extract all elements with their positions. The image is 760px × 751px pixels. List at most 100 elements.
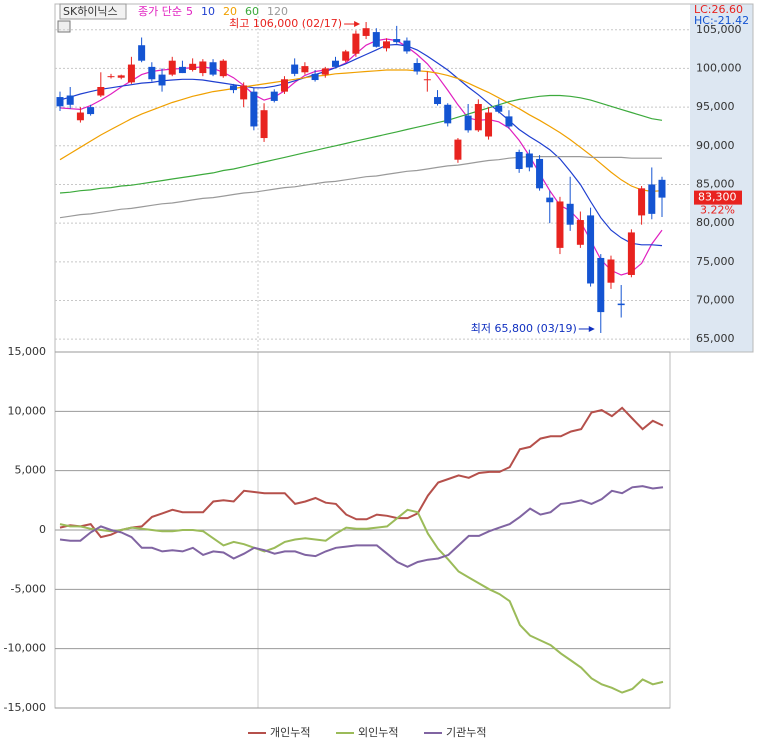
annotation-arrowhead: [588, 325, 595, 332]
y-tick-label: 15,000: [8, 345, 47, 358]
legend-label: 개인누적: [270, 726, 310, 739]
candle-body: [291, 64, 299, 74]
candle-body: [495, 105, 503, 112]
candle-body: [464, 115, 472, 131]
candle-body: [454, 139, 462, 160]
candle-body: [515, 151, 523, 169]
candle-body: [270, 91, 278, 101]
candle-body: [638, 188, 646, 216]
legend-entry: 60: [245, 5, 259, 18]
candle-body: [87, 107, 95, 115]
legend-label: 외인누적: [358, 726, 398, 739]
last-price-box: [694, 190, 742, 205]
candle-body: [209, 62, 217, 75]
y-tick-label: 95,000: [696, 100, 735, 113]
candle-body: [617, 303, 625, 306]
candle-body: [362, 28, 370, 36]
candle-body: [576, 220, 584, 245]
candle-body: [597, 257, 605, 313]
candle-body: [138, 45, 146, 61]
candle-body: [485, 112, 493, 137]
candle-body: [250, 91, 258, 127]
legend-entry: 10: [201, 5, 215, 18]
legend-entry: 20: [223, 5, 237, 18]
candle-body: [76, 112, 84, 121]
candle-body: [434, 97, 442, 105]
y-tick-label: -10,000: [4, 642, 46, 655]
moving-average-line: [59, 156, 662, 219]
candle-body: [607, 259, 615, 283]
legend-entry: 120: [267, 5, 288, 18]
y-tick-label: 85,000: [696, 177, 735, 190]
candle-body: [178, 66, 186, 74]
series-line: [59, 508, 664, 694]
indicator: HC:-21.42: [694, 14, 749, 27]
candle-body: [566, 203, 574, 225]
candle-body: [658, 179, 666, 198]
candle-body: [117, 75, 125, 78]
moving-average-line: [59, 94, 663, 194]
annotation-arrowhead: [354, 21, 361, 28]
candle-body: [260, 110, 268, 139]
y-tick-label: -5,000: [11, 582, 46, 595]
y-tick-label: 100,000: [696, 61, 742, 74]
candle-body: [66, 95, 74, 105]
y-tick-label: 105,000: [696, 23, 742, 36]
candle-body: [393, 39, 401, 43]
annotation: 최저 65,800 (03/19): [471, 322, 577, 335]
candle-body: [148, 66, 156, 80]
candle-body: [556, 201, 564, 248]
legend-label: 기관누적: [446, 726, 486, 739]
change-label: 3.22%: [700, 204, 735, 217]
candle-body: [97, 86, 105, 96]
ma-label: 종가 단순: [138, 5, 182, 18]
candle-body: [280, 79, 288, 92]
annotation: 최고 106,000 (02/17): [229, 17, 342, 30]
y-tick-label: 5,000: [15, 464, 47, 477]
y-tick-label: 70,000: [696, 293, 735, 306]
candle-body: [219, 60, 227, 77]
y-tick-label: 65,000: [696, 332, 735, 345]
candle-body: [403, 40, 411, 52]
candle-body: [331, 60, 339, 67]
legend-entry: 5: [186, 5, 193, 18]
candle-body: [505, 116, 513, 127]
candle-body: [413, 63, 421, 72]
y-tick-label: 75,000: [696, 255, 735, 268]
stock-name-box[interactable]: [59, 3, 127, 20]
stock-name: SK하이닉스: [63, 4, 118, 18]
candle-body: [648, 184, 656, 214]
candle-body: [199, 61, 207, 74]
candle-body: [229, 85, 237, 91]
candle-body: [56, 97, 64, 107]
y-tick-label: 90,000: [696, 139, 735, 152]
candle-body: [240, 85, 248, 100]
indicator: LC:26.60: [694, 3, 743, 16]
candle-body: [474, 104, 482, 131]
candle-body: [525, 153, 533, 168]
grid-icon[interactable]: [57, 20, 71, 33]
series-line: [59, 485, 664, 568]
y-tick-label: -15,000: [4, 701, 46, 714]
candle-body: [444, 104, 452, 124]
candle-body: [321, 68, 329, 75]
candle-body: [587, 215, 595, 284]
candle-body: [627, 232, 635, 275]
y-tick-label: 80,000: [696, 216, 735, 229]
candle-body: [107, 76, 115, 78]
candle-body: [372, 32, 380, 47]
candle-body: [342, 51, 350, 61]
candle-body: [536, 158, 544, 189]
candle-body: [158, 74, 166, 86]
candle-body: [301, 66, 309, 73]
series-line: [59, 406, 664, 539]
candle-body: [352, 33, 360, 54]
y-tick-label: 10,000: [8, 404, 47, 417]
candle-body: [127, 64, 135, 83]
moving-average-line: [59, 69, 663, 193]
candle-body: [546, 197, 554, 203]
y-tick-label: 0: [39, 523, 46, 536]
candle-body: [189, 63, 197, 70]
